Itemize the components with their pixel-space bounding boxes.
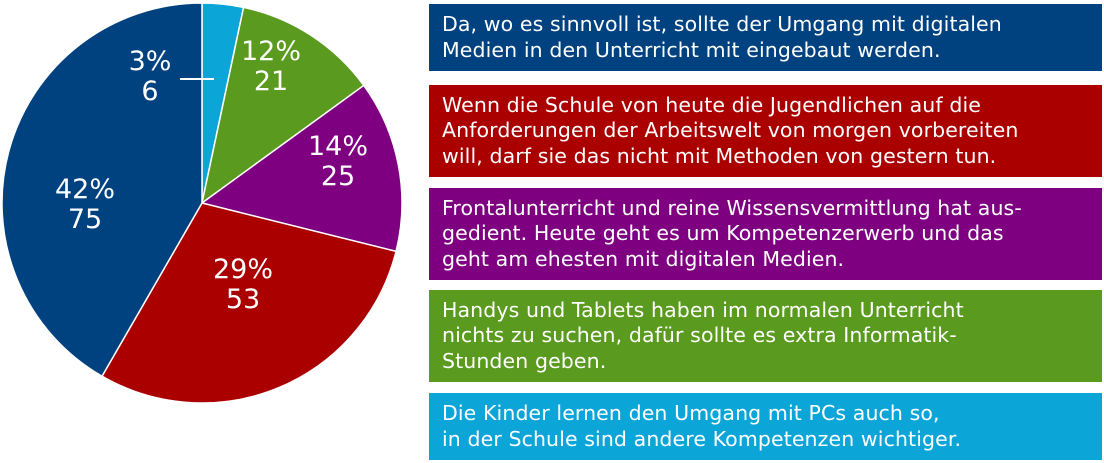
legend-item: Wenn die Schule von heute die Jugendlich… (429, 85, 1102, 177)
legend-item: Handys und Tablets haben im normalen Unt… (429, 290, 1102, 382)
slice-percent-label: 29% (213, 254, 273, 285)
legend-text-line: Anforderungen der Arbeitswelt von morgen… (442, 118, 1019, 143)
legend: Da, wo es sinnvoll ist, sollte der Umgan… (429, 0, 1102, 463)
pie-chart: 3%6 12%21 14%25 29%53 42%75 (1, 2, 403, 404)
legend-text-line: Die Kinder lernen den Umgang mit PCs auc… (442, 401, 940, 425)
legend-text-line: Da, wo es sinnvoll ist, sollte der Umgan… (442, 12, 1002, 36)
pie-slice-14pct (200, 84, 403, 253)
legend-text-line: Handys und Tablets haben im normalen Unt… (442, 297, 964, 322)
legend-item: Da, wo es sinnvoll ist, sollte der Umgan… (429, 4, 1102, 71)
slice-percent-label: 3% (129, 46, 172, 77)
slice-percent-label: 12% (241, 36, 301, 67)
legend-text-line: Stunden geben. (442, 348, 607, 373)
slice-count-label: 25 (321, 161, 355, 192)
pie-slice-12pct (200, 6, 365, 205)
legend-item: Die Kinder lernen den Umgang mit PCs auc… (429, 393, 1102, 460)
slice-count-label: 53 (226, 284, 260, 315)
slice-percent-label: 42% (55, 174, 115, 205)
legend-item: Frontalunterricht und reine Wissensvermi… (429, 188, 1102, 280)
legend-text-line: nichts zu suchen, dafür sollte es extra … (442, 323, 957, 348)
slice-percent-label: 14% (308, 131, 368, 162)
legend-text-line: Wenn die Schule von heute die Jugendlich… (442, 92, 981, 117)
slice-count-label: 21 (254, 66, 288, 97)
slice-count-label: 75 (68, 204, 102, 235)
pie-slice-29pct (100, 202, 397, 404)
legend-text-line: in der Schule sind andere Kompetenzen wi… (442, 426, 962, 451)
slice-count-label: 6 (141, 76, 158, 107)
legend-text-line: gedient. Heute geht es um Kompetenzerwer… (442, 221, 1004, 246)
legend-text-line: Frontalunterricht und reine Wissensvermi… (442, 195, 1022, 220)
legend-text-line: geht am ehesten mit digitalen Medien. (442, 246, 845, 271)
legend-text-line: Medien in den Unterricht mit eingebaut w… (442, 37, 941, 62)
legend-text-line: will, darf sie das nicht mit Methoden vo… (442, 143, 997, 168)
pie-slice-42pct (1, 2, 203, 378)
